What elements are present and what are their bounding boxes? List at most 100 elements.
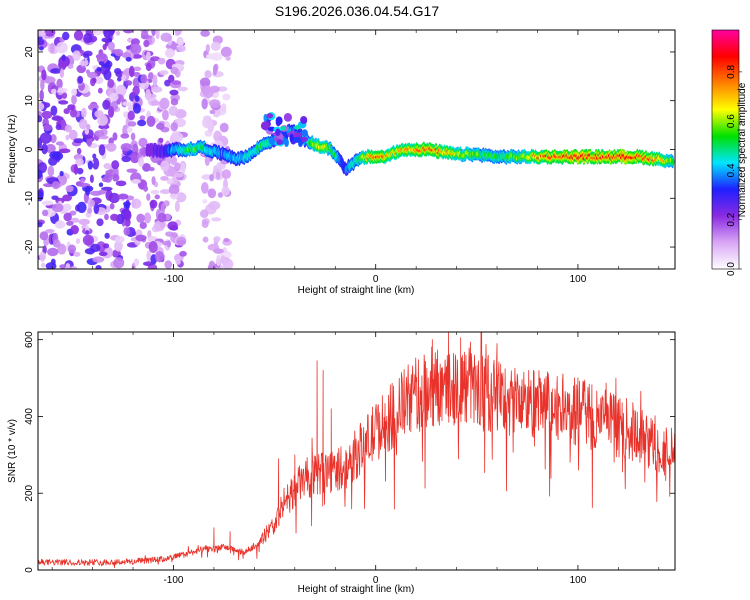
colorbar-tick-label: 0.6 bbox=[726, 114, 737, 128]
ridge-feature bbox=[301, 129, 308, 137]
noise-blob bbox=[63, 108, 70, 115]
noise-blob bbox=[58, 148, 71, 154]
noise-blob bbox=[40, 262, 46, 268]
noise-blob bbox=[49, 134, 57, 144]
noise-blob bbox=[123, 201, 131, 207]
noise-blob bbox=[143, 185, 149, 192]
colorbar-frame bbox=[711, 29, 740, 270]
noise-blob bbox=[160, 175, 169, 181]
noise-blob bbox=[78, 218, 90, 226]
noise-blob bbox=[76, 201, 87, 214]
noise-blob bbox=[65, 262, 71, 269]
noise-blob bbox=[61, 54, 66, 62]
noise-blob bbox=[120, 143, 133, 152]
noise-blob bbox=[172, 132, 184, 142]
noise-blob bbox=[121, 74, 127, 81]
figure-title: S196.2026.036.04.54.G17 bbox=[275, 3, 439, 19]
noise-blob bbox=[180, 162, 186, 174]
noise-blob bbox=[202, 236, 209, 243]
ridge-feature bbox=[298, 141, 303, 148]
noise-blob bbox=[66, 221, 74, 226]
noise-blob bbox=[121, 52, 132, 59]
noise-blob bbox=[104, 213, 109, 221]
noise-blob bbox=[225, 55, 231, 61]
noise-blob bbox=[204, 70, 212, 79]
noise-blob bbox=[117, 193, 129, 200]
ridge-feature bbox=[283, 112, 293, 122]
noise-blob bbox=[38, 38, 45, 46]
noise-blob bbox=[133, 66, 142, 72]
noise-blob bbox=[103, 162, 112, 170]
noise-blob bbox=[67, 104, 76, 111]
noise-blob bbox=[200, 30, 210, 37]
ridge-feature bbox=[293, 132, 303, 138]
noise-blob bbox=[125, 80, 133, 86]
noise-blob bbox=[223, 238, 230, 243]
noise-blob bbox=[102, 243, 110, 249]
noise-blob bbox=[162, 109, 169, 121]
noise-blob bbox=[160, 32, 172, 43]
noise-blob bbox=[177, 86, 188, 92]
spectrogram-x-tick-label: 100 bbox=[570, 274, 587, 285]
noise-blob bbox=[203, 115, 212, 121]
noise-blob bbox=[142, 261, 154, 267]
noise-blob bbox=[213, 165, 218, 174]
noise-blob bbox=[63, 212, 72, 222]
snr-x-axis-label: Height of straight line (km) bbox=[298, 584, 415, 595]
noise-blob bbox=[200, 182, 209, 194]
noise-blob bbox=[205, 43, 211, 53]
noise-blob bbox=[70, 224, 79, 235]
noise-blob bbox=[104, 173, 113, 183]
noise-blob bbox=[102, 99, 111, 110]
noise-blob bbox=[62, 203, 72, 212]
noise-blob bbox=[123, 209, 132, 221]
noise-blob bbox=[75, 158, 84, 166]
noise-blob bbox=[96, 218, 104, 227]
noise-blob bbox=[138, 157, 145, 167]
noise-blob bbox=[41, 209, 49, 217]
noise-blob bbox=[151, 86, 163, 93]
noise-blob bbox=[165, 48, 175, 58]
noise-blob bbox=[131, 179, 142, 184]
ridge-feature bbox=[289, 133, 294, 143]
noise-blob bbox=[39, 132, 52, 144]
noise-blob bbox=[135, 234, 147, 242]
noise-blob bbox=[86, 124, 91, 131]
noise-blob bbox=[111, 160, 120, 170]
noise-blob bbox=[160, 160, 170, 172]
noise-blob bbox=[152, 74, 158, 87]
noise-blob bbox=[157, 212, 167, 223]
noise-blob bbox=[96, 52, 108, 65]
noise-blob bbox=[38, 221, 43, 228]
noise-blob bbox=[51, 203, 64, 213]
noise-blob bbox=[219, 122, 229, 133]
noise-blob bbox=[132, 143, 139, 155]
noise-blob bbox=[50, 105, 58, 116]
noise-blob bbox=[208, 260, 216, 269]
colorbar-tick-label: 0.8 bbox=[726, 64, 737, 78]
noise-blob bbox=[58, 100, 69, 105]
noise-blob bbox=[170, 122, 178, 132]
colorbar: 0.0 0.2 0.4 0.6 0.8 Normalized spectral ampl… bbox=[711, 29, 748, 276]
noise-blob bbox=[107, 78, 115, 89]
noise-blob bbox=[97, 87, 103, 94]
noise-blob bbox=[199, 209, 209, 219]
noise-blob bbox=[93, 203, 100, 215]
noise-blob bbox=[204, 154, 210, 166]
noise-blob bbox=[138, 137, 148, 148]
noise-blob bbox=[145, 88, 151, 101]
noise-blob bbox=[70, 217, 80, 223]
snr-y-axis-label: SNR (10 * v/v) bbox=[7, 419, 18, 483]
noise-blob bbox=[145, 62, 152, 72]
noise-blob bbox=[39, 251, 47, 262]
noise-blob bbox=[157, 57, 166, 65]
noise-blob bbox=[59, 68, 65, 79]
noise-blob bbox=[50, 68, 62, 74]
noise-blob bbox=[114, 67, 122, 75]
ridge-feature bbox=[280, 125, 286, 131]
snr-y-tick-label: 600 bbox=[24, 331, 35, 348]
noise-blob bbox=[213, 236, 221, 243]
noise-blob bbox=[78, 118, 88, 130]
